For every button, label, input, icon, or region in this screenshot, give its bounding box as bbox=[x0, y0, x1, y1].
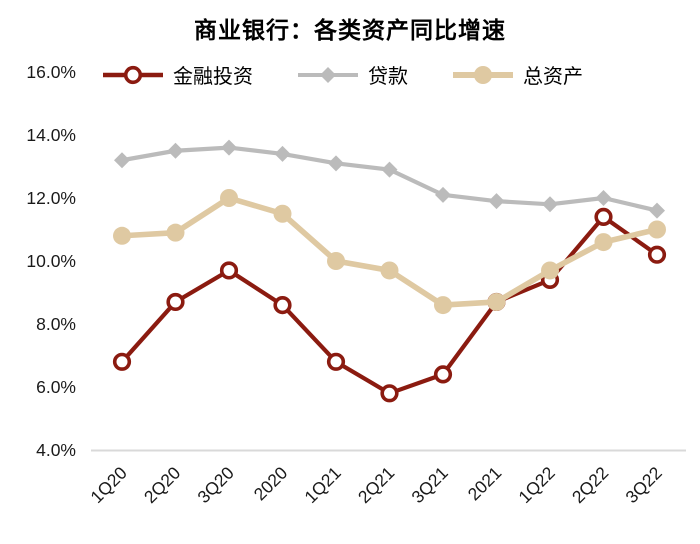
data-point bbox=[647, 245, 667, 264]
data-point bbox=[219, 261, 239, 280]
data-point bbox=[274, 145, 291, 162]
data-point bbox=[648, 220, 666, 239]
y-axis-label: 10.0% bbox=[26, 251, 76, 271]
y-axis-label: 8.0% bbox=[36, 314, 76, 334]
data-point bbox=[220, 189, 238, 207]
data-point bbox=[221, 139, 237, 156]
data-point bbox=[594, 233, 613, 252]
data-point bbox=[595, 190, 612, 206]
legend-label: 贷款 bbox=[368, 66, 408, 88]
series-line-0 bbox=[119, 214, 660, 396]
data-point bbox=[541, 261, 559, 280]
data-point bbox=[487, 292, 506, 311]
legend-label: 总资产 bbox=[523, 66, 583, 88]
y-axis-label: 12.0% bbox=[26, 188, 76, 208]
data-point bbox=[328, 155, 344, 172]
data-point bbox=[434, 296, 452, 315]
legend-item-financial-investment: 金融投资 bbox=[102, 60, 253, 89]
legend-item-loans: 贷款 bbox=[297, 60, 408, 89]
y-axis-label: 6.0% bbox=[36, 377, 76, 397]
x-axis-label: 2Q22 bbox=[568, 463, 612, 507]
data-point bbox=[166, 223, 185, 242]
x-axis-label: 3Q22 bbox=[621, 463, 665, 507]
x-axis-label: 1Q20 bbox=[86, 462, 131, 507]
line-filled-circle-icon bbox=[453, 65, 513, 84]
x-axis-label: 2021 bbox=[464, 463, 506, 505]
data-point bbox=[273, 204, 292, 223]
data-point bbox=[273, 296, 292, 315]
data-point bbox=[326, 352, 346, 371]
data-point bbox=[649, 202, 665, 219]
data-point bbox=[594, 207, 613, 226]
x-axis-label: 2Q21 bbox=[354, 463, 398, 507]
data-point bbox=[433, 365, 453, 384]
data-point bbox=[167, 142, 184, 159]
data-point bbox=[166, 292, 185, 312]
x-axis-label: 3Q21 bbox=[407, 463, 451, 507]
x-axis-label: 2020 bbox=[250, 463, 292, 505]
data-point bbox=[542, 196, 558, 213]
data-point bbox=[327, 252, 345, 270]
data-point bbox=[114, 152, 130, 169]
series-line-1 bbox=[119, 145, 660, 213]
legend-label: 金融投资 bbox=[173, 66, 253, 88]
line-open-circle-icon bbox=[103, 65, 163, 84]
line-diamond-icon bbox=[298, 66, 358, 83]
data-point bbox=[381, 161, 398, 178]
data-point bbox=[380, 261, 399, 280]
y-axis-label: 4.0% bbox=[36, 440, 76, 460]
data-point bbox=[113, 226, 131, 245]
data-point bbox=[488, 193, 505, 210]
data-point bbox=[112, 352, 132, 371]
data-point bbox=[380, 384, 399, 403]
x-axis-label: 3Q20 bbox=[193, 462, 238, 507]
x-axis-label: 2Q20 bbox=[140, 462, 185, 507]
legend: 金融投资 贷款 总资产 bbox=[102, 60, 583, 89]
x-axis-label: 1Q21 bbox=[300, 463, 344, 507]
y-axis-label: 16.0% bbox=[26, 62, 76, 82]
y-axis-label: 14.0% bbox=[26, 125, 76, 145]
data-point bbox=[435, 186, 451, 203]
chart-title: 商业银行：各类资产同比增速 bbox=[194, 17, 506, 43]
x-axis-label: 1Q22 bbox=[514, 463, 558, 507]
legend-item-total-assets: 总资产 bbox=[452, 60, 583, 89]
